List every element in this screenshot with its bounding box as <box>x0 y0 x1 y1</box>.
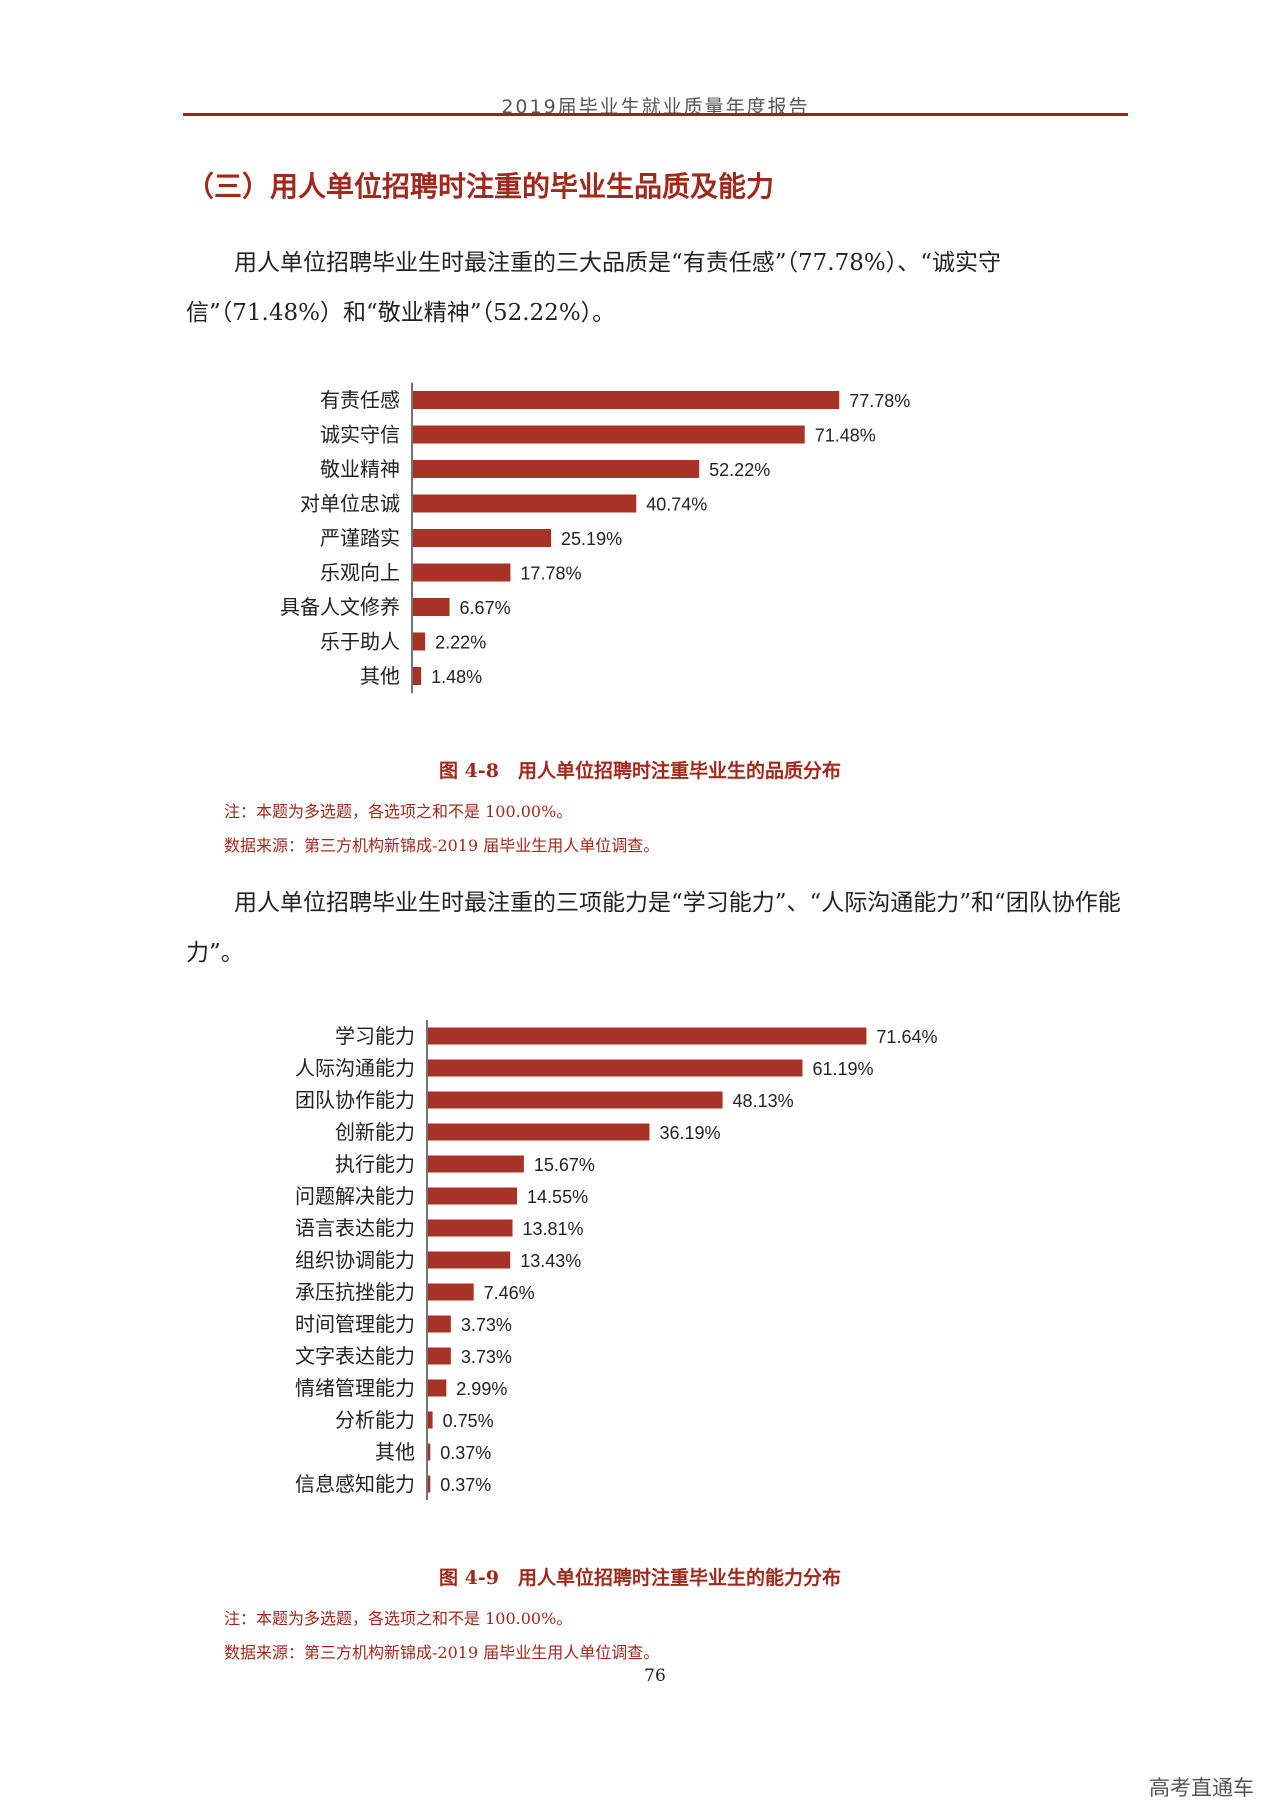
value-label: 40.74% <box>646 495 707 515</box>
value-label: 3.73% <box>461 1315 512 1335</box>
category-label: 组织协调能力 <box>295 1248 415 1272</box>
paragraph-abilities: 用人单位招聘毕业生时最注重的三项能力是“学习能力”、“人际沟通能力”和“团队协作… <box>186 890 1121 966</box>
bar-12 <box>428 1411 433 1429</box>
bar-8 <box>428 1283 474 1301</box>
category-label: 严谨踏实 <box>320 526 400 550</box>
category-label: 乐于助人 <box>320 630 400 654</box>
page-header: 2019届毕业生就业质量年度报告 <box>501 96 810 118</box>
bar-5 <box>413 563 511 582</box>
value-label: 17.78% <box>520 564 581 584</box>
category-label: 执行能力 <box>335 1152 415 1176</box>
figure-source: 数据来源：第三方机构新锦成-2019 届毕业生用人单位调查。 <box>224 836 660 855</box>
bar-1 <box>428 1059 803 1077</box>
qualities-bar-chart: 有责任感 77.78% 诚实守信 71.48% 敬业精神 52.22% 对单位忠诚 40.74… <box>0 370 1280 700</box>
bar-14 <box>428 1475 431 1493</box>
bar-8 <box>413 667 422 685</box>
bar-1 <box>413 425 805 444</box>
value-label: 71.48% <box>815 426 876 446</box>
bar-9 <box>428 1315 451 1333</box>
bar-7 <box>428 1251 511 1269</box>
value-label: 61.19% <box>812 1059 873 1079</box>
category-label: 承压抗挫能力 <box>295 1280 415 1304</box>
bar-0 <box>413 391 840 409</box>
figure-note: 注：本题为多选题，各选项之和不是 100.00%。 <box>224 1609 573 1628</box>
bar-2 <box>413 460 700 478</box>
bar-6 <box>413 598 450 616</box>
category-label: 问题解决能力 <box>295 1184 415 1208</box>
figure-note: 注：本题为多选题，各选项之和不是 100.00%。 <box>224 802 573 821</box>
figure-source: 数据来源：第三方机构新锦成-2019 届毕业生用人单位调查。 <box>224 1643 660 1662</box>
value-label: 14.55% <box>527 1187 588 1207</box>
value-label: 2.22% <box>435 633 486 653</box>
value-label: 25.19% <box>561 529 622 549</box>
value-label: 7.46% <box>484 1283 535 1303</box>
category-label: 有责任感 <box>320 388 400 412</box>
value-label: 15.67% <box>534 1155 595 1175</box>
category-label: 学习能力 <box>335 1024 415 1048</box>
category-label: 诚实守信 <box>320 423 400 447</box>
category-label: 其他 <box>375 1440 415 1464</box>
bar-3 <box>428 1123 650 1141</box>
category-label: 时间管理能力 <box>295 1312 415 1336</box>
figure-caption: 图 4-9 用人单位招聘时注重毕业生的能力分布 <box>439 1567 841 1589</box>
value-label: 52.22% <box>709 460 770 480</box>
category-label: 对单位忠诚 <box>300 492 400 516</box>
category-label: 具备人文修养 <box>280 595 400 619</box>
abilities-bar-chart: 学习能力 71.64% 人际沟通能力 61.19% 团队协作能力 48.13% 创新能力 36… <box>0 1020 1280 1520</box>
section-title: （三）用人单位招聘时注重的毕业生品质及能力 <box>186 170 775 203</box>
value-label: 1.48% <box>431 667 482 687</box>
category-label: 分析能力 <box>335 1408 415 1432</box>
bar-10 <box>428 1347 451 1365</box>
bar-7 <box>413 632 426 651</box>
category-label: 乐观向上 <box>320 561 400 585</box>
category-label: 其他 <box>360 664 400 688</box>
bar-0 <box>428 1027 867 1045</box>
paragraph-qualities: 用人单位招聘毕业生时最注重的三大品质是“有责任感”（77.78%）、“诚实守信”… <box>186 250 1001 326</box>
bar-13 <box>428 1443 431 1461</box>
category-label: 情绪管理能力 <box>295 1376 415 1400</box>
header-divider <box>183 113 1128 116</box>
bar-4 <box>413 529 552 547</box>
value-label: 77.78% <box>849 391 910 411</box>
bar-2 <box>428 1091 723 1109</box>
bar-5 <box>428 1187 518 1205</box>
value-label: 2.99% <box>456 1379 507 1399</box>
watermark-text: 高考直通车 <box>1149 1776 1254 1800</box>
category-label: 语言表达能力 <box>295 1216 415 1240</box>
value-label: 6.67% <box>460 598 511 618</box>
value-label: 36.19% <box>659 1123 720 1143</box>
value-label: 0.37% <box>440 1443 491 1463</box>
value-label: 13.81% <box>523 1219 584 1239</box>
category-label: 团队协作能力 <box>295 1088 415 1112</box>
abilities-chart-svg: 学习能力 71.64% 人际沟通能力 61.19% 团队协作能力 48.13% 创新能力 36… <box>295 1020 937 1500</box>
bar-11 <box>428 1379 447 1397</box>
bar-6 <box>428 1219 513 1237</box>
qualities-chart-svg: 有责任感 77.78% 诚实守信 71.48% 敬业精神 52.22% 对单位忠诚 40.74… <box>280 382 910 694</box>
figure-caption: 图 4-8 用人单位招聘时注重毕业生的品质分布 <box>439 760 841 782</box>
category-label: 人际沟通能力 <box>295 1056 415 1080</box>
value-label: 71.64% <box>876 1027 937 1047</box>
value-label: 48.13% <box>733 1091 794 1111</box>
value-label: 0.37% <box>440 1475 491 1495</box>
bar-4 <box>428 1155 524 1173</box>
value-label: 0.75% <box>443 1411 494 1431</box>
value-label: 3.73% <box>461 1347 512 1367</box>
category-label: 创新能力 <box>335 1120 415 1144</box>
bar-3 <box>413 494 637 513</box>
category-label: 敬业精神 <box>320 457 400 481</box>
category-label: 信息感知能力 <box>295 1472 415 1496</box>
category-label: 文字表达能力 <box>295 1344 415 1368</box>
page-number: 76 <box>644 1666 666 1686</box>
value-label: 13.43% <box>520 1251 581 1271</box>
